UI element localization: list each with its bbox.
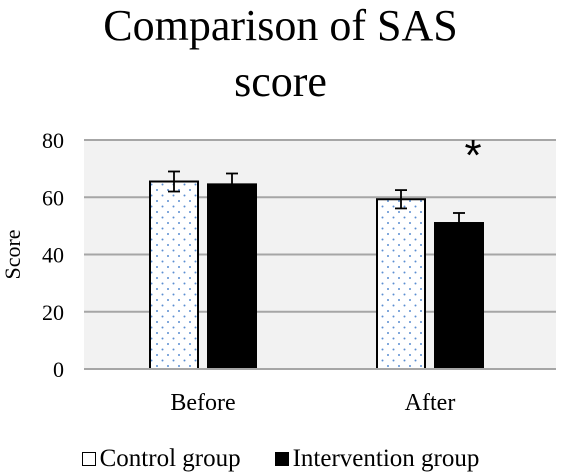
bar-intervention-before bbox=[207, 183, 257, 370]
x-tick-label-before: Before bbox=[170, 390, 235, 416]
y-axis-label: Score bbox=[0, 229, 25, 279]
bar-chart: 0 20 40 60 80 Score Before After * bbox=[0, 128, 556, 416]
y-tick-label: 20 bbox=[42, 300, 64, 325]
y-tick-label: 60 bbox=[42, 185, 64, 210]
bar-intervention-after bbox=[434, 222, 484, 370]
significance-asterisk: * bbox=[464, 131, 481, 180]
bar-control-before bbox=[149, 180, 199, 370]
chart-legend: Control group Intervention group bbox=[0, 444, 561, 474]
legend-item-control: Control group bbox=[81, 445, 241, 473]
y-tick-label: 80 bbox=[42, 128, 64, 153]
chart-title-line-2: score bbox=[234, 57, 327, 106]
bar-control-after bbox=[376, 198, 426, 370]
y-tick-label: 40 bbox=[42, 243, 64, 268]
legend-item-intervention: Intervention group bbox=[274, 445, 480, 473]
chart-title-line-1: Comparison of SAS bbox=[103, 1, 458, 50]
y-tick-label: 0 bbox=[53, 357, 64, 382]
legend-swatch-control bbox=[81, 452, 96, 466]
legend-label-control: Control group bbox=[99, 445, 241, 472]
legend-swatch-intervention bbox=[274, 452, 289, 466]
x-tick-label-after: After bbox=[405, 390, 456, 416]
legend-label-intervention: Intervention group bbox=[292, 445, 480, 472]
